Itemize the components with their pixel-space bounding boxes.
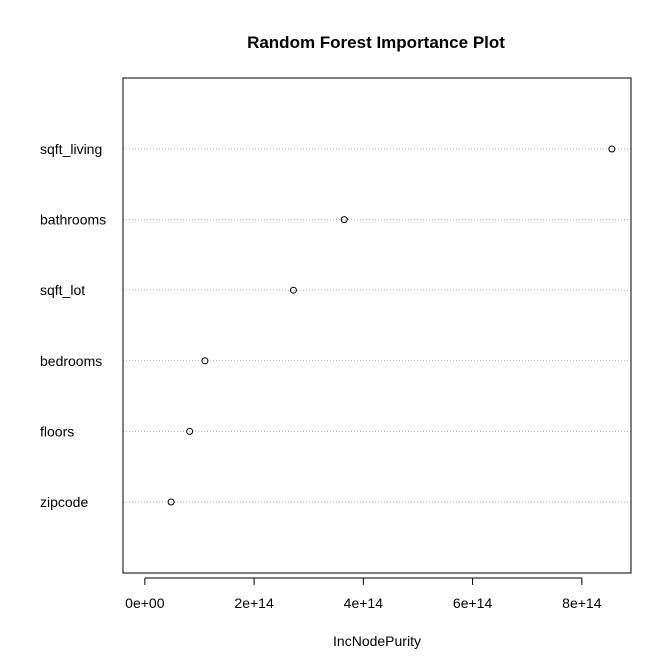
x-tick-label-4: 8e+14 [562,595,602,611]
point-bedrooms [201,357,209,365]
category-label-sqft-lot: sqft_lot [40,282,85,298]
category-label-sqft-living: sqft_living [40,141,102,157]
x-axis: 0e+00 2e+14 4e+14 6e+14 8e+14 [125,577,602,611]
category-labels: sqft_living bathrooms sqft_lot bedrooms floo… [40,141,106,510]
x-tick-label-3: 6e+14 [453,595,493,611]
x-tick-label-2: 4e+14 [344,595,384,611]
point-floors [186,427,194,435]
category-label-bathrooms: bathrooms [40,212,106,228]
chart-title: Random Forest Importance Plot [247,33,505,52]
plot-box [122,77,632,574]
x-axis-title: IncNodePurity [333,633,421,649]
x-tick-label-0: 0e+00 [125,595,165,611]
point-bathrooms [340,216,348,224]
point-sqft-living [608,145,616,153]
x-tick-label-1: 2e+14 [234,595,274,611]
category-label-zipcode: zipcode [40,494,88,510]
point-zipcode [167,498,175,506]
category-label-floors: floors [40,423,74,439]
gridlines [123,148,631,503]
data-points [167,145,616,506]
point-sqft-lot [289,286,297,294]
category-label-bedrooms: bedrooms [40,353,102,369]
